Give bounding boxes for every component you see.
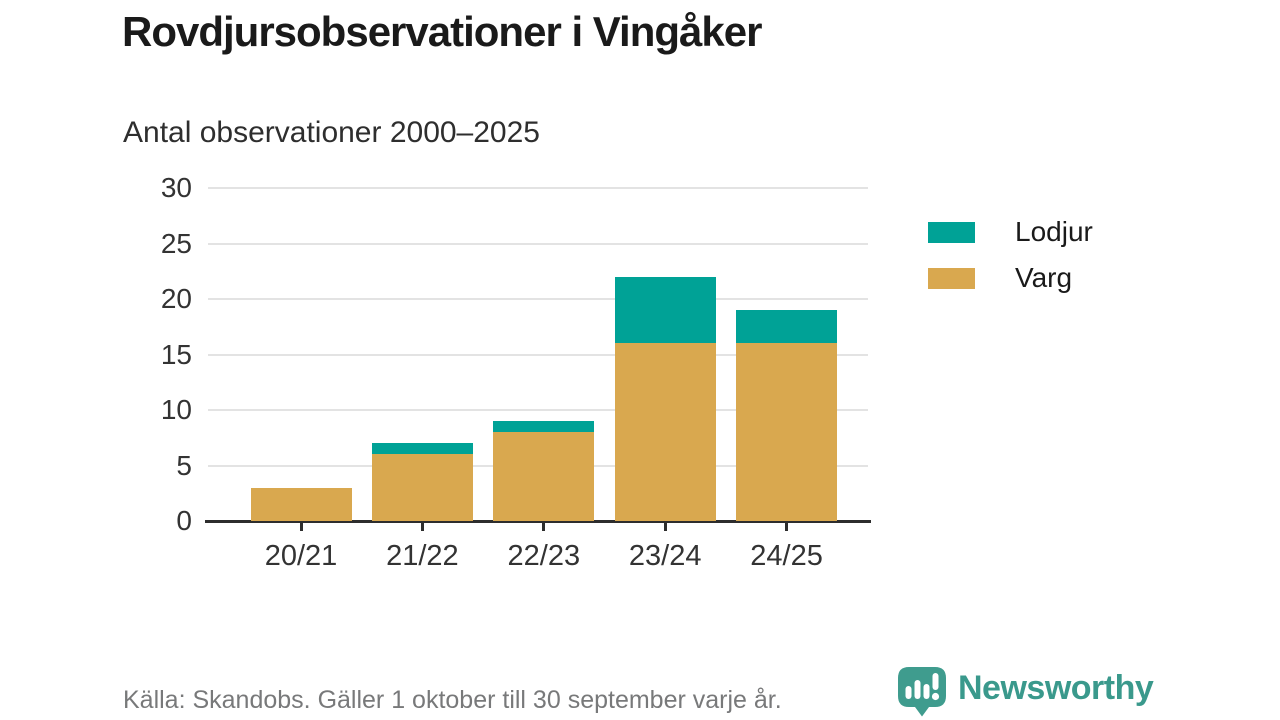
chart-title: Rovdjursobservationer i Vingåker [122,8,762,55]
x-axis-line [205,520,871,523]
bar-segment-varg [736,343,838,521]
bar-segment-lodjur [371,443,473,455]
gridline-y-15 [208,353,868,356]
x-tick-label: 20/21 [264,540,338,572]
bar-segment-lodjur [493,421,595,433]
bar-segment-lodjur [614,276,716,344]
y-tick-label: 30 [160,172,192,203]
bar-segment-varg [493,432,595,521]
x-axis-tick [785,521,789,531]
legend: Lodjur Varg [928,216,1093,308]
y-tick-label: 25 [160,227,192,259]
x-tick-label: 23/24 [628,540,702,572]
newsworthy-wordmark: Newsworthy [958,668,1154,707]
x-axis-tick [299,521,303,531]
stacked-bar-24-25 [736,310,838,521]
y-tick-label: 0 [176,505,192,536]
newsworthy-bubble-chart-icon [898,667,946,717]
x-tick-label: 22/23 [507,540,581,572]
y-axis-labels: 0 5 10 15 20 25 30 [120,174,200,535]
chart-subtitle: Antal observationer 2000–2025 [123,116,540,149]
bar-segment-varg [371,454,473,521]
legend-swatch-lodjur [928,221,975,243]
legend-item-lodjur: Lodjur [928,216,1093,248]
gridline-y-25 [208,242,868,245]
stacked-bar-22-23 [493,421,595,521]
y-tick-label: 5 [176,449,192,481]
x-axis-tick [420,521,424,531]
stacked-bar-20-21 [250,487,352,521]
plot-area: 20/21 21/22 22/23 23/24 24/25 [205,187,871,572]
legend-label: Varg [1015,262,1073,293]
newsworthy-logo: Newsworthy [896,665,1154,717]
legend-label: Lodjur [1015,216,1093,247]
legend-swatch-varg [928,267,975,289]
x-tick-label: 21/22 [386,540,459,572]
x-axis-tick [663,521,667,531]
source-note: Källa: Skandobs. Gäller 1 oktober till 3… [123,686,782,714]
bar-segment-varg [250,487,352,521]
gridline-y-10 [208,409,868,411]
gridline-y-30 [208,187,868,189]
y-tick-label: 15 [160,338,192,370]
bar-segment-varg [614,343,716,521]
bar-segment-lodjur [736,310,838,344]
gridline-y-20 [208,298,868,300]
stacked-bar-21-22 [371,443,473,521]
legend-item-varg: Varg [928,262,1093,294]
x-tick-label: 24/25 [750,540,823,572]
y-tick-label: 10 [160,394,192,425]
y-tick-label: 20 [160,283,192,314]
x-axis-tick [542,521,546,531]
stacked-bar-23-24 [614,276,716,521]
